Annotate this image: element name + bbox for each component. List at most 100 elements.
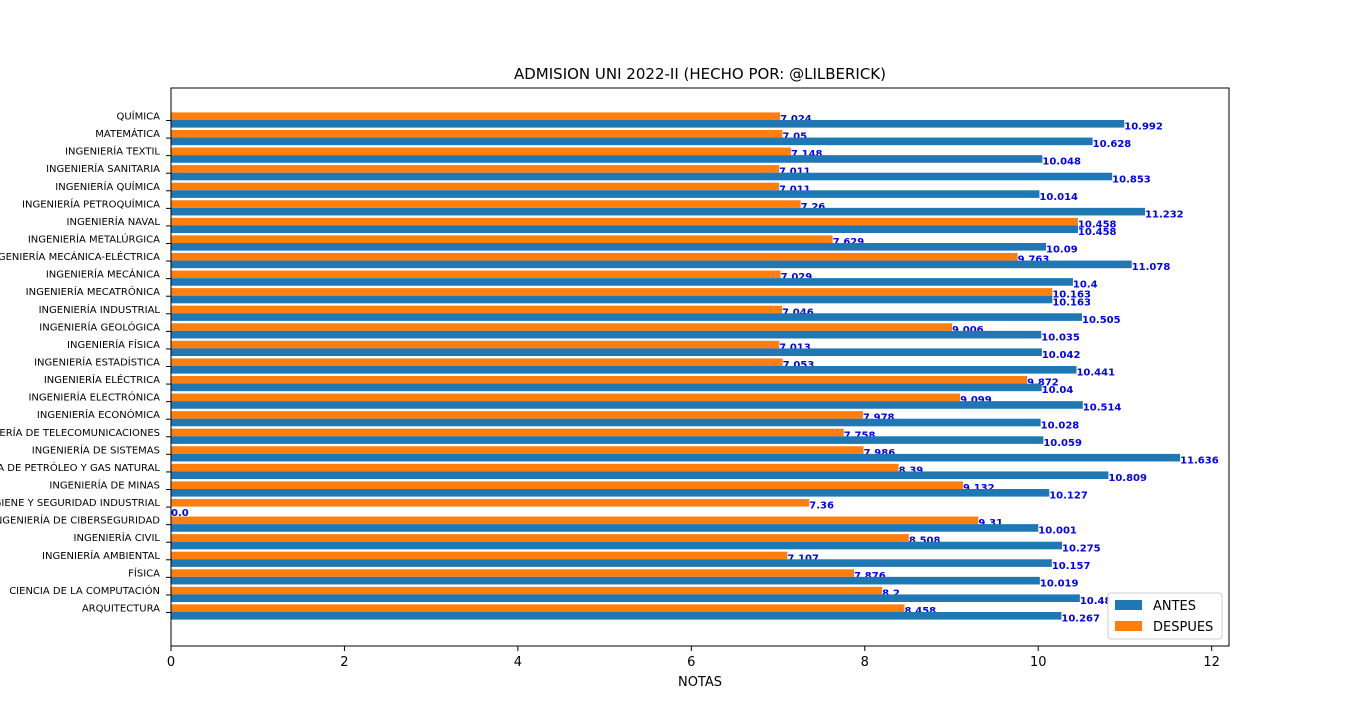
bar-antes (171, 330, 1042, 339)
data-label-antes: 10.48 (1080, 596, 1112, 607)
data-label-despues: 7.148 (791, 149, 823, 160)
data-label-antes: 10.09 (1046, 245, 1078, 256)
data-label-antes: 10.163 (1052, 297, 1091, 308)
bar-despues (171, 252, 1018, 261)
bar-despues (171, 217, 1078, 226)
plot-frame (170, 87, 1230, 647)
data-label-despues: 7.758 (844, 430, 876, 441)
category-label: INGENIERÍA INDUSTRIAL (39, 303, 161, 316)
data-label-antes: 10.059 (1043, 438, 1082, 449)
bar-antes (171, 576, 1040, 585)
bar-antes (171, 594, 1080, 603)
category-label: INGENIERÍA CIVIL (74, 531, 161, 544)
bar-despues (171, 340, 780, 349)
data-label-despues: 9.006 (952, 325, 984, 336)
bar-despues (171, 498, 810, 507)
data-label-antes: 10.014 (1039, 192, 1078, 203)
bar-antes (171, 418, 1041, 427)
category-label: INGENIERÍA DE CIBERSEGURIDAD (0, 514, 160, 527)
category-label: FÍSICA (128, 566, 160, 579)
data-label-antes: 10.992 (1124, 122, 1163, 133)
plot-area: 0 2 4 6 8 10 12 QUÍMICA 7.024 10.992 MATEMÁTICA 7.0… (0, 110, 1220, 671)
category-label: INGENIERÍA NAVAL (67, 215, 161, 228)
bar-antes (171, 541, 1063, 550)
data-label-antes: 10.042 (1042, 350, 1081, 361)
legend-label-despues: DESPUES (1153, 620, 1213, 635)
bar-despues (171, 288, 1053, 296)
bar-despues (171, 182, 780, 191)
category-label: INGENIERÍA METALÚRGICA (28, 233, 160, 246)
data-label-despues: 10.163 (1052, 290, 1091, 301)
bar-antes (171, 172, 1113, 181)
category-label: INGENIERÍA PETROQUÍMICA (22, 197, 160, 210)
category-label: MATEMÁTICA (95, 127, 160, 140)
data-label-antes: 10.628 (1093, 139, 1132, 150)
bar-antes (171, 524, 1039, 532)
category-label: INGENIERÍA MECATRÓNICA (26, 285, 160, 298)
bar-despues (171, 534, 909, 542)
bar-despues (171, 446, 864, 454)
data-label-antes: 10.514 (1083, 403, 1122, 414)
bar-despues (171, 235, 833, 243)
bar-despues (171, 428, 844, 437)
x-tick-label: 4 (514, 655, 522, 670)
bar-antes (171, 348, 1042, 357)
category-label: INGENIERÍA FÍSICA (67, 338, 160, 351)
data-label-antes: 10.853 (1112, 174, 1151, 185)
bar-despues (171, 481, 963, 489)
data-label-despues: 8.508 (909, 536, 941, 547)
data-label-despues: 9.872 (1027, 378, 1059, 389)
bar-despues (171, 375, 1028, 384)
data-label-despues: 7.029 (781, 272, 813, 283)
bar-antes (171, 453, 1181, 462)
data-label-despues: 8.458 (904, 606, 936, 617)
x-tick-label: 0 (167, 655, 175, 670)
category-label: CIENCIA DE LA COMPUTACIÓN (9, 584, 160, 597)
data-label-antes: 10.458 (1078, 227, 1117, 238)
category-label: INGENIERÍA SANITARIA (46, 162, 160, 175)
bar-antes (171, 137, 1093, 146)
x-tick-label: 2 (340, 655, 348, 670)
data-label-antes: 10.048 (1042, 157, 1081, 168)
data-label-antes: 10.028 (1041, 420, 1080, 431)
data-label-despues: 7.05 (782, 132, 807, 143)
bar-despues (171, 112, 781, 120)
category-label: INGENIERÍA AMBIENTAL (42, 549, 160, 562)
bar-antes (171, 612, 1062, 620)
data-label-antes: 11.078 (1132, 262, 1171, 273)
category-label: INGENIERÍA QUÍMICA (55, 180, 160, 193)
data-label-antes: 10.001 (1038, 526, 1077, 537)
bar-despues (171, 604, 905, 612)
data-label-despues: 7.986 (864, 448, 896, 459)
bar-despues (171, 516, 979, 525)
data-label-despues: 7.024 (780, 114, 812, 125)
data-label-despues: 8.39 (899, 465, 924, 476)
data-label-despues: 9.099 (960, 395, 992, 406)
data-label-antes: 11.232 (1145, 209, 1184, 220)
data-label-antes: 10.127 (1049, 491, 1088, 502)
bar-antes (171, 295, 1053, 304)
data-label-antes: 10.809 (1108, 473, 1147, 484)
bar-despues (171, 129, 783, 138)
data-label-despues: 7.107 (787, 553, 819, 564)
bar-antes (171, 471, 1109, 480)
bar-despues (171, 305, 783, 314)
data-label-despues: 9.763 (1018, 255, 1050, 266)
data-label-antes: 10.04 (1042, 385, 1074, 396)
category-label: INGENIERÍA MECÁNICA (46, 268, 160, 281)
category-label: INGENIERÍA DE SISTEMAS (32, 443, 160, 456)
data-label-despues: 7.013 (779, 342, 811, 353)
bar-antes (171, 489, 1050, 497)
bar-antes (171, 366, 1077, 374)
bar-despues (171, 165, 780, 173)
category-label: INGENIERÍA TEXTIL (65, 145, 160, 158)
category-label: ARQUITECTURA (82, 604, 160, 615)
data-label-antes: 10.505 (1082, 315, 1121, 326)
category-label: QUÍMICA (116, 110, 160, 123)
bar-despues (171, 569, 855, 577)
bar-antes (171, 383, 1042, 392)
data-label-antes: 10.275 (1062, 543, 1101, 554)
x-tick-label: 10 (1030, 655, 1047, 670)
bar-antes (171, 313, 1083, 321)
